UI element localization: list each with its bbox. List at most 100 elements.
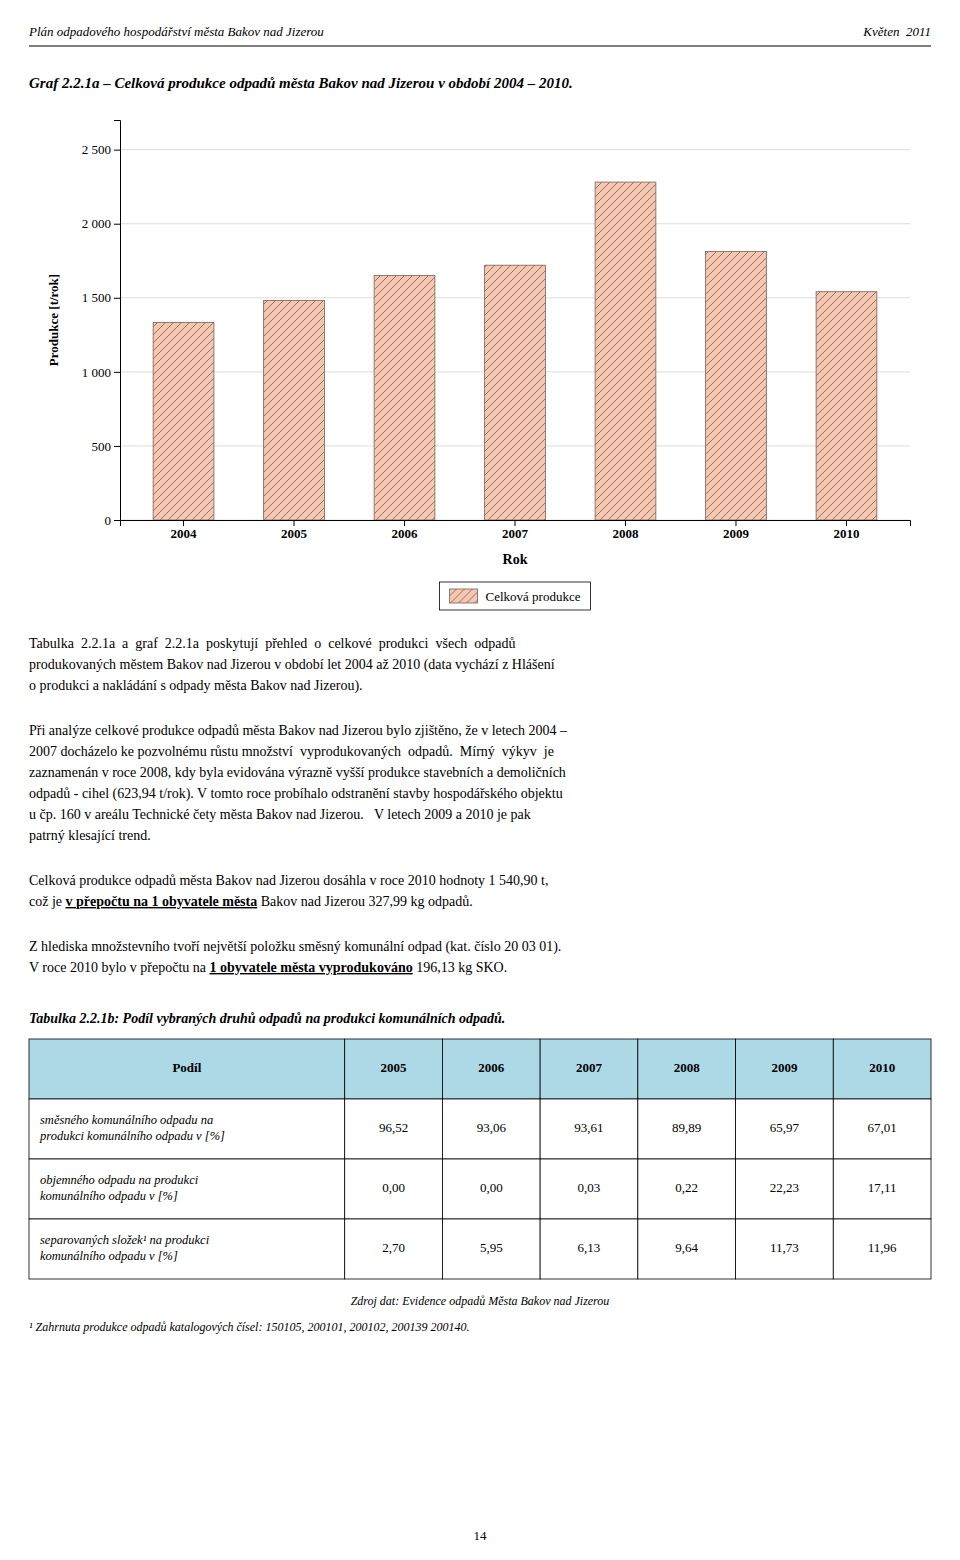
table-value: 22,23 — [770, 1180, 799, 1195]
chart-title: Graf 2.2.1a – Celková produkce odpadů mě… — [29, 75, 573, 91]
table-cell — [540, 1159, 638, 1219]
paragraph-text: Tabulka 2.2.1a a graf 2.2.1a poskytují p… — [29, 636, 516, 651]
table-cell — [833, 1159, 931, 1219]
table-value: 5,95 — [480, 1240, 503, 1255]
paragraph-text: Při analýze celkové produkce odpadů měst… — [29, 723, 568, 738]
y-tick-label: 0 — [105, 513, 112, 528]
table-header: Podíl — [172, 1060, 201, 1075]
table-cell — [833, 1099, 931, 1159]
table-value: 6,13 — [578, 1240, 601, 1255]
x-tick-label: 2007 — [502, 526, 529, 541]
table-header-cell — [736, 1039, 834, 1099]
page-number: 14 — [474, 1528, 488, 1543]
table-title: Tabulka 2.2.1b: Podíl vybraných druhů od… — [29, 1011, 505, 1026]
paragraph-text: 2007 docházelo ke pozvolnému růstu množs… — [29, 744, 554, 759]
grid-line — [120, 223, 910, 224]
x-tick: 2004 — [171, 520, 198, 541]
table-value: 17,11 — [868, 1180, 897, 1195]
table-header-cell — [833, 1039, 931, 1099]
table-cell — [442, 1099, 540, 1159]
table-value: 0,22 — [675, 1180, 698, 1195]
paragraph-text: 196,13 kg SKO. — [413, 960, 508, 975]
table-row-label: separovaných složek¹ na produkcikomunáln… — [40, 1233, 210, 1263]
x-tick: 2006 — [392, 520, 419, 541]
table-cell — [29, 1219, 345, 1279]
page-title-right: Květen 2011 — [862, 24, 931, 39]
table-value: 11,96 — [868, 1240, 897, 1255]
table: Podíl200520062007200820092010směsného ko… — [29, 1039, 931, 1279]
grid-line — [120, 149, 910, 150]
paragraph-text: V roce 2010 bylo v přepočtu na — [29, 960, 210, 975]
x-tick-mark — [515, 520, 516, 526]
y-tick: 1 500 — [82, 290, 120, 305]
y-tick-mark — [114, 520, 120, 521]
source-note: Zdroj dat: Evidence odpadů Města Bakov n… — [351, 1294, 610, 1308]
x-tick-mark — [183, 520, 184, 526]
footnote: ¹ Zahrnuta produkce odpadů katalogových … — [29, 1320, 469, 1334]
x-axis: 2004200520062007200820092010 — [121, 520, 911, 541]
x-tick: 2008 — [612, 520, 639, 541]
table-header: 2005 — [381, 1060, 408, 1075]
paragraph-text: u čp. 160 v areálu Technické čety města … — [29, 807, 531, 822]
x-tick: 2007 — [502, 520, 529, 541]
table-cell — [442, 1219, 540, 1279]
table-header: 2008 — [674, 1060, 701, 1075]
x-axis-line — [121, 521, 911, 527]
table-header: 2009 — [771, 1060, 798, 1075]
table-cell — [638, 1219, 736, 1279]
table-row-label: objemného odpadu na produkcikomunálního … — [40, 1173, 199, 1203]
table-header-cell — [442, 1039, 540, 1099]
y-tick-label: 1 000 — [82, 365, 111, 380]
chart: 0 500 1 000 1 500 2 000 2 500 2004 2005 2006 2007… — [46, 121, 911, 611]
paragraph-text: což je — [29, 894, 66, 909]
table-value: 0,00 — [382, 1180, 405, 1195]
table-cell — [638, 1159, 736, 1219]
table-cell — [345, 1159, 443, 1219]
bar — [706, 252, 767, 520]
table-header-cell — [29, 1039, 345, 1099]
y-tick-mark — [114, 372, 120, 373]
table-cell — [736, 1159, 834, 1219]
x-tick-mark — [294, 520, 295, 526]
table-value: 93,06 — [477, 1120, 507, 1135]
paragraph-emphasis: v přepočtu na 1 obyvatele města — [66, 894, 258, 909]
table-value: 96,52 — [379, 1120, 408, 1135]
table-cell — [736, 1219, 834, 1279]
table-header: 2007 — [576, 1060, 603, 1075]
table-value: 0,03 — [578, 1180, 601, 1195]
table-value: 0,00 — [480, 1180, 503, 1195]
y-tick: 500 — [92, 439, 121, 454]
header-rule — [29, 45, 931, 46]
page: Plán odpadového hospodářství města Bakov… — [0, 0, 960, 1560]
table-value: 67,01 — [868, 1120, 897, 1135]
bar — [153, 322, 214, 520]
y-tick: 0 — [105, 513, 121, 528]
table-cell — [29, 1099, 345, 1159]
x-tick-label: 2004 — [171, 526, 198, 541]
table-cell — [345, 1099, 443, 1159]
x-tick-mark — [625, 520, 626, 526]
paragraph-text: odpadů - cihel (623,94 t/rok). V tomto r… — [29, 786, 563, 802]
x-tick-mark — [846, 520, 847, 526]
table-value: 2,70 — [382, 1240, 405, 1255]
page-title-left: Plán odpadového hospodářství města Bakov… — [28, 24, 324, 39]
x-tick-label: 2008 — [612, 526, 639, 541]
table-header-cell — [540, 1039, 638, 1099]
bar — [374, 275, 435, 520]
grid — [120, 150, 910, 520]
y-tick: 2 000 — [82, 216, 120, 231]
bar — [485, 265, 546, 520]
y-tick-mark — [114, 446, 120, 447]
x-tick: 2005 — [281, 520, 308, 541]
paragraph-emphasis: 1 obyvatele města vyprodukováno — [210, 960, 413, 975]
x-tick-mark — [735, 520, 736, 526]
table-header: 2010 — [869, 1060, 895, 1075]
x-tick: 2010 — [833, 520, 859, 541]
paragraph-text: zaznamenán v roce 2008, kdy byla evidová… — [29, 765, 566, 780]
y-tick: 1 000 — [82, 365, 120, 380]
table-value: 9,64 — [675, 1240, 698, 1255]
legend-label: Celková produkce — [486, 589, 581, 604]
bars — [153, 182, 877, 520]
table-cell — [540, 1219, 638, 1279]
y-tick-label: 2 500 — [82, 142, 111, 157]
